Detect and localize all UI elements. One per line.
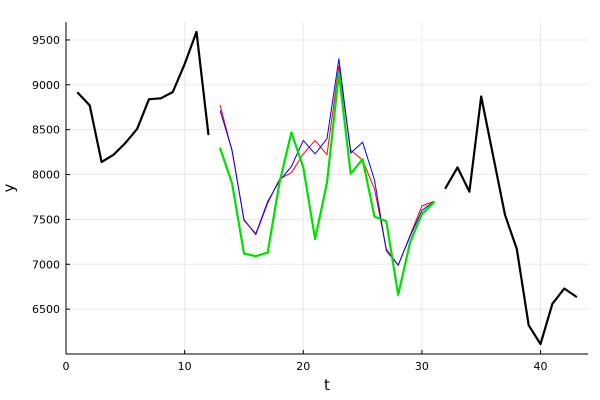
y-tick-label: 9500 <box>32 34 60 47</box>
x-tick-label: 40 <box>534 360 548 373</box>
series-line-3 <box>219 65 435 266</box>
x-tick-label: 0 <box>63 360 70 373</box>
y-tick-label: 7000 <box>32 258 60 271</box>
series-line-5 <box>219 71 435 296</box>
series-line-2 <box>444 95 578 346</box>
y-tick-label: 7500 <box>32 213 60 226</box>
x-tick-label: 20 <box>296 360 310 373</box>
x-tick-label: 10 <box>178 360 192 373</box>
series <box>76 30 578 346</box>
y-tick-label: 8500 <box>32 124 60 137</box>
y-tick-label: 9000 <box>32 79 60 92</box>
axes <box>65 22 588 355</box>
y-tick-label: 8000 <box>32 169 60 182</box>
ticks: 0 10 20 30 40 6500 7000 7500 8000 8500 9000 9500 <box>32 34 548 373</box>
grid-lines <box>65 22 588 354</box>
series-line-1 <box>76 30 210 164</box>
y-axis-label: y <box>0 183 18 192</box>
series-line-4 <box>219 58 435 266</box>
x-tick-label: 30 <box>415 360 429 373</box>
y-tick-label: 6500 <box>32 303 60 316</box>
x-axis-label: t <box>324 376 330 394</box>
